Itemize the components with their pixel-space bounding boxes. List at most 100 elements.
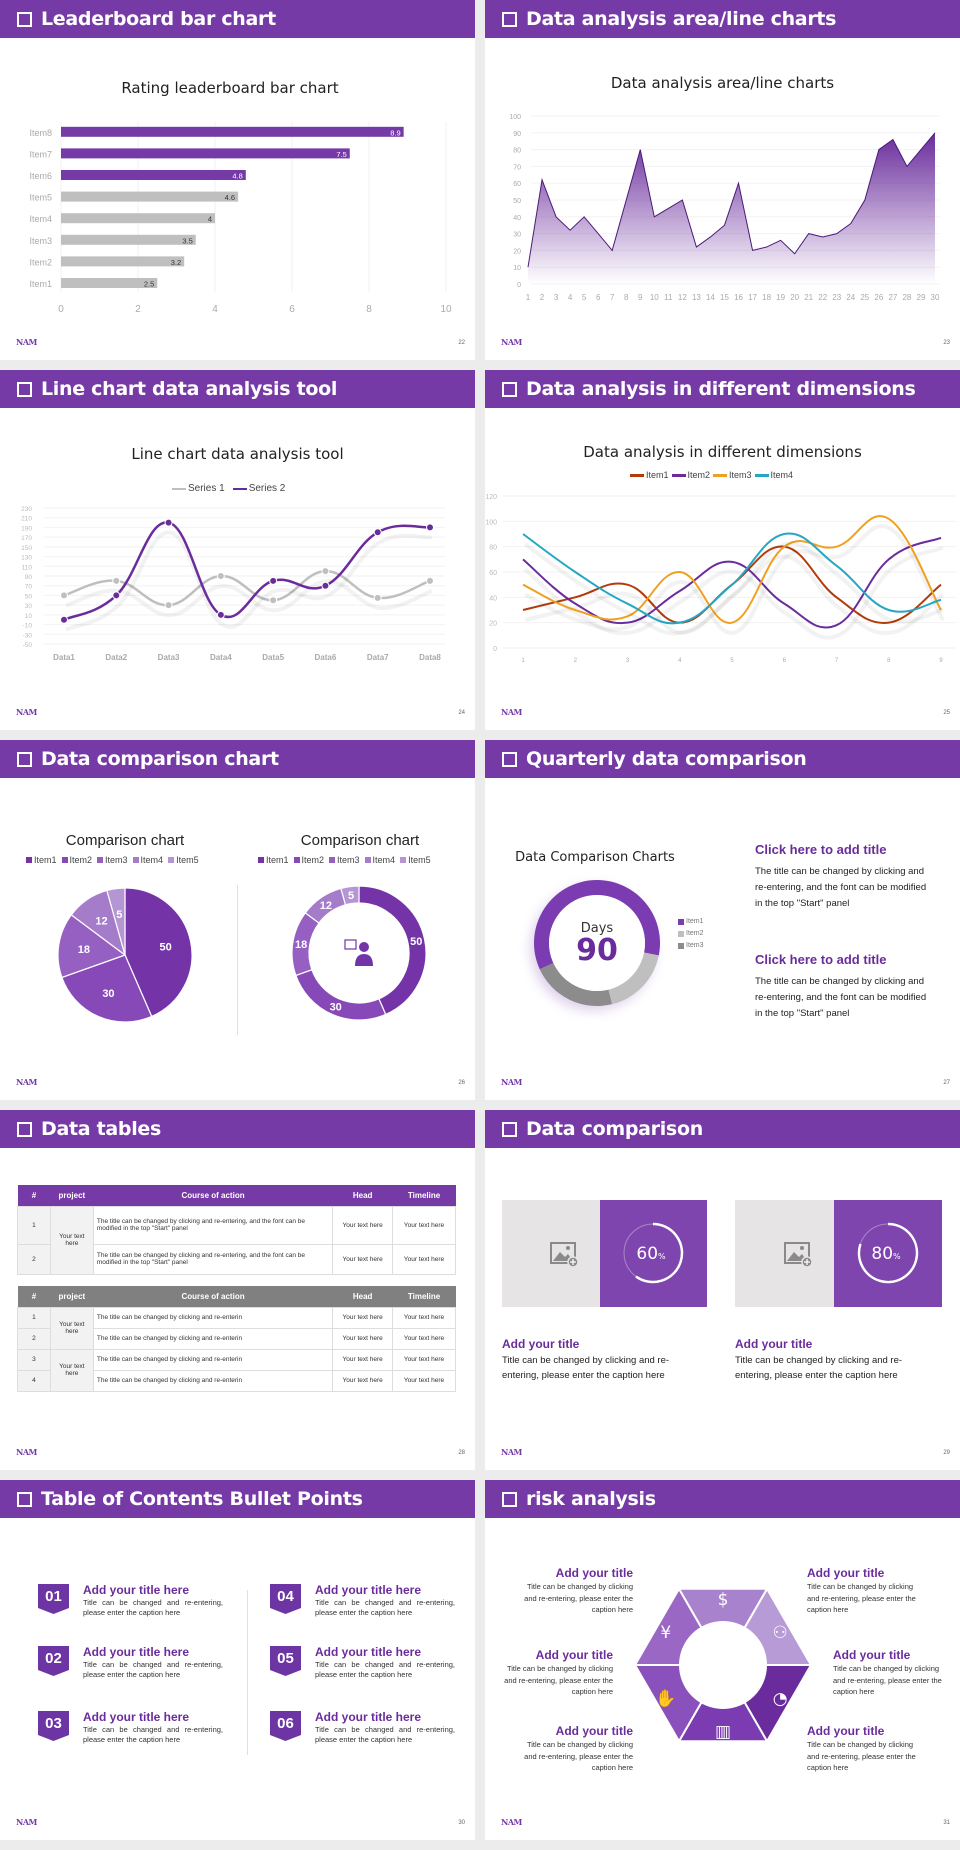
donut-hole [549,895,645,991]
y-tick-label: 20 [489,621,497,628]
page-number: 27 [943,1080,950,1086]
y-tick-label: Item2 [29,257,52,267]
y-tick-label: Item8 [29,128,52,138]
legend-item: Item3 [678,942,704,949]
head-cell: Your text here [332,1306,394,1329]
legend-item: Item3 [97,855,128,865]
legend-swatch [678,942,684,949]
data-point [60,615,68,624]
legend-swatch [132,857,139,863]
x-tick-label: 16 [734,293,743,302]
legend-label: Item4 [770,470,794,480]
chart-title: Rating leaderboard bar chart [121,79,339,97]
x-tick-label: 27 [888,293,897,302]
data-label: 50 [160,942,172,954]
slide-title: Data tables [41,1118,162,1140]
legend-item: Item4 [754,470,794,480]
progress-unit: % [893,1252,901,1261]
page-number: 23 [943,340,950,346]
hexagon-cycle-diagram: ¥ $ ⚇ ◔ ▥ ✋ [633,1586,813,1744]
checkbox-icon [502,751,517,767]
slide-header: Leaderboard bar chart [0,0,475,38]
series-shadow [523,541,944,636]
series-line [522,536,942,629]
speech-bubble [344,939,357,950]
legend-label: Item3 [105,855,128,865]
legend-label: Series 1 [188,483,225,494]
page-number: 28 [458,1450,465,1456]
customer-service-icon [344,939,373,966]
legend-swatch [293,857,300,863]
bullet-title: Add your title here [315,1645,422,1659]
y-tick-label: 10 [513,265,521,272]
x-tick-label: 21 [804,293,813,302]
money-bag-yen-icon: ¥ [660,1623,671,1643]
y-tick-label: 30 [513,232,521,239]
risk-title: Add your title [807,1724,885,1738]
slide-title: risk analysis [526,1488,656,1510]
legend-item: Item1 [26,855,57,865]
timeline-cell: Your text here [392,1243,456,1275]
body [355,954,373,966]
divider [237,885,238,1035]
y-tick-label: 40 [489,595,497,602]
y-tick-label: 230 [21,506,32,513]
legend-label: Item2 [686,930,704,937]
head [359,942,369,952]
slice [539,962,613,1006]
action-cell: The title can be changed by clicking and… [92,1327,334,1350]
slide-toc-bullets: Table of Contents Bullet Points 01 Add y… [0,1480,475,1840]
data-point [321,581,330,590]
legend-label: Item3 [686,942,704,949]
y-tick-label: 0 [517,282,521,289]
slice [106,887,126,956]
chart-title: Data analysis in different dimensions [583,443,862,461]
bar [61,278,158,288]
data-point [112,576,121,585]
y-tick-label: -50 [23,642,33,649]
slice [608,952,659,1005]
chart-title: Line chart data analysis tool [131,445,344,463]
legend-label: Item2 [301,855,325,865]
head-cell: Your text here [332,1369,394,1392]
checkbox-icon [17,1121,32,1137]
legend-marker [671,473,686,477]
block-text: The title can be changed by clicking and… [755,976,927,1019]
data-point [60,591,68,600]
legend-marker [232,487,247,490]
series-shadow [523,545,944,640]
block-title[interactable]: Click here to add title [755,842,887,857]
progress-panel [600,1200,707,1307]
x-tick-label: 1 [526,293,531,302]
risk-title: Add your title [833,1648,911,1662]
bar-chart: 0 2 4 6 8 10 Item1 2.5 Item2 3.2 Item3 3.5 Item4 4 Ite… [29,122,452,315]
bar [61,213,215,224]
data-point [269,596,278,605]
logo: NAM [501,1077,522,1087]
progress-panel [834,1200,942,1307]
bullet-text: Title can be changed and re-entering, pl… [315,1725,455,1744]
legend-label: Item5 [408,855,431,865]
slide-header: Data comparison chart [0,740,475,778]
donut-legend: Item1 Item2 Item3 [678,918,704,949]
timeline-cell: Your text here [392,1306,456,1329]
legend-label: Series 2 [248,483,286,494]
legend-marker [630,473,644,477]
logo: NAM [501,707,522,717]
data-point [426,576,434,585]
x-tick-label: 10 [440,304,452,315]
bullet-title: Add your title here [315,1583,422,1597]
number-badge: 03 [38,1711,69,1741]
y-tick-label: 210 [21,516,32,523]
data-label: 4.8 [232,172,242,181]
slide-header: Data tables [0,1110,475,1148]
card-text: Title can be changed by clicking and re-… [735,1355,903,1381]
legend-swatch [678,930,684,937]
slide-title: Line chart data analysis tool [41,378,338,400]
block-title[interactable]: Click here to add title [755,952,887,967]
data-label: 8.9 [390,128,400,137]
series-shadow [524,524,945,635]
bullet-text: Title can be changed and re-entering, pl… [315,1598,455,1617]
